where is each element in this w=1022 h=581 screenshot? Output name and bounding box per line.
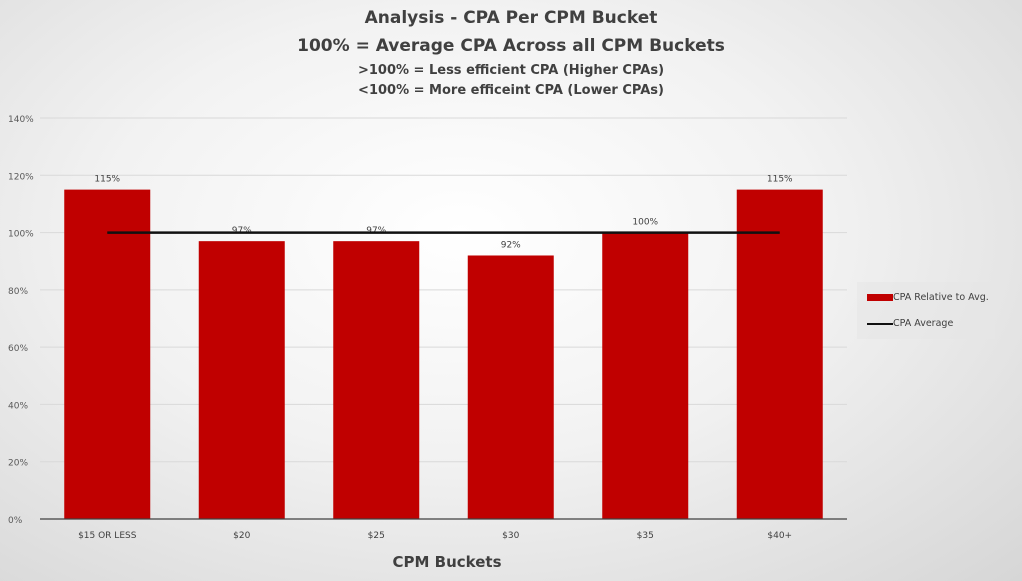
bar bbox=[64, 189, 151, 519]
bar bbox=[736, 189, 823, 519]
bar bbox=[467, 255, 554, 519]
chart-note-lower: <100% = More efficeint CPA (Lower CPAs) bbox=[358, 83, 664, 98]
bar bbox=[602, 232, 689, 520]
data-label: 97% bbox=[232, 226, 252, 236]
x-tick-label: $20 bbox=[233, 531, 250, 541]
y-tick-label: 20% bbox=[8, 459, 28, 469]
y-tick-label: 100% bbox=[8, 230, 34, 240]
data-label: 100% bbox=[632, 218, 658, 228]
y-tick-label: 40% bbox=[8, 401, 28, 411]
bar bbox=[333, 241, 420, 519]
x-tick-label: $40+ bbox=[767, 531, 792, 541]
x-axis-title: CPM Buckets bbox=[393, 553, 502, 571]
chart-title: Analysis - CPA Per CPM Bucket bbox=[364, 8, 658, 28]
data-label: 92% bbox=[501, 240, 521, 250]
x-tick-label: $30 bbox=[502, 531, 519, 541]
legend-item-line: CPA Average bbox=[867, 318, 953, 329]
x-tick-label: $15 OR LESS bbox=[78, 531, 137, 541]
legend: CPA Relative to Avg. CPA Average bbox=[857, 282, 995, 339]
legend-item-bar: CPA Relative to Avg. bbox=[867, 292, 989, 303]
bar bbox=[198, 241, 285, 519]
x-tick-label: $35 bbox=[637, 531, 654, 541]
y-tick-label: 60% bbox=[8, 344, 28, 354]
legend-label: CPA Average bbox=[893, 318, 954, 329]
legend-swatch-line bbox=[867, 322, 893, 325]
legend-label: CPA Relative to Avg. bbox=[893, 292, 989, 303]
y-tick-label: 120% bbox=[8, 172, 34, 182]
chart-subtitle: 100% = Average CPA Across all CPM Bucket… bbox=[297, 36, 725, 56]
y-tick-label: 0% bbox=[8, 516, 23, 526]
data-label: 115% bbox=[767, 175, 793, 185]
y-tick-label: 80% bbox=[8, 287, 28, 297]
chart-note-higher: >100% = Less efficient CPA (Higher CPAs) bbox=[357, 63, 665, 78]
data-label: 97% bbox=[366, 226, 386, 236]
y-tick-label: 140% bbox=[8, 115, 34, 125]
data-label: 115% bbox=[94, 175, 120, 185]
legend-swatch-bar bbox=[867, 294, 893, 301]
x-tick-label: $25 bbox=[368, 531, 385, 541]
